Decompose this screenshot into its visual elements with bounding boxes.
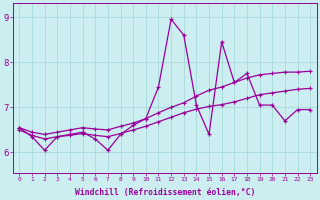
X-axis label: Windchill (Refroidissement éolien,°C): Windchill (Refroidissement éolien,°C) <box>75 188 255 197</box>
